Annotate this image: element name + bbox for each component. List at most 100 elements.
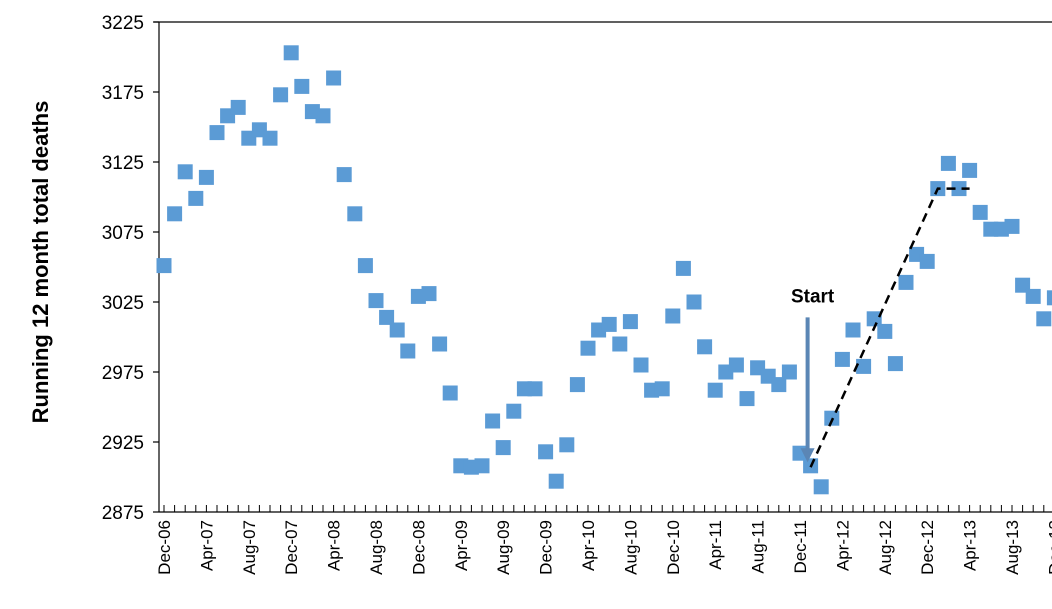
data-point: [601, 316, 617, 332]
x-tick-label: Apr-07: [197, 520, 216, 571]
x-axis-ticks: Dec-06 Apr-07 Aug-07 Dec-07 Apr-08 Aug-08 Dec-…: [155, 505, 1052, 575]
y-tick-label: 2975: [102, 363, 144, 384]
y-axis-ticks: 2875 2925 2975 3025 3075 3125 3175 3225: [102, 13, 159, 524]
data-point: [198, 169, 214, 185]
data-point: [781, 364, 797, 380]
data-point: [654, 381, 670, 397]
data-point: [156, 258, 172, 274]
data-point: [919, 253, 935, 269]
x-tick-label: Aug-12: [876, 520, 895, 575]
data-point: [686, 294, 702, 310]
data-point: [1025, 288, 1041, 304]
x-tick-label: Apr-12: [833, 520, 852, 571]
data-point: [273, 87, 289, 103]
x-tick-label: Aug-10: [621, 520, 640, 575]
annotations: Start: [791, 187, 970, 468]
data-point: [898, 274, 914, 290]
data-point: [845, 322, 861, 338]
data-point: [813, 479, 829, 495]
data-point: [728, 357, 744, 373]
y-tick-label: 3075: [102, 223, 144, 244]
data-point: [856, 358, 872, 374]
data-point: [887, 356, 903, 372]
data-point: [771, 377, 787, 393]
data-point: [559, 437, 575, 453]
data-point: [315, 108, 331, 124]
data-point: [962, 162, 978, 178]
axes: [154, 21, 1052, 513]
data-point: [474, 458, 490, 474]
data-point: [495, 440, 511, 456]
data-point: [739, 391, 755, 407]
data-point: [485, 413, 501, 429]
data-point: [1036, 311, 1052, 327]
x-tick-label: Aug-07: [240, 520, 259, 575]
start-arrow-head: [800, 448, 815, 463]
data-point: [527, 381, 543, 397]
data-point: [379, 309, 395, 325]
data-point: [262, 130, 278, 146]
data-point: [336, 167, 352, 183]
x-tick-label: Dec-06: [155, 520, 174, 575]
x-tick-label: Dec-08: [409, 520, 428, 575]
x-tick-label: Apr-11: [706, 520, 725, 570]
data-point: [548, 473, 564, 489]
y-tick-label: 3225: [102, 13, 144, 34]
data-point: [432, 336, 448, 352]
data-points: [156, 45, 1052, 495]
data-point: [177, 164, 193, 180]
data-point: [347, 206, 363, 222]
data-point: [188, 190, 204, 206]
x-tick-label: Dec-13: [1045, 520, 1052, 575]
x-tick-label: Aug-13: [1003, 520, 1022, 575]
data-point: [368, 293, 384, 309]
x-tick-label: Aug-08: [367, 520, 386, 575]
data-point: [294, 78, 310, 94]
x-tick-label: Dec-07: [282, 520, 301, 575]
x-tick-label: Apr-09: [452, 520, 471, 571]
data-point: [877, 323, 893, 339]
data-point: [866, 311, 882, 327]
data-point: [612, 336, 628, 352]
start-annotation-label: Start: [791, 286, 835, 307]
x-tick-label: Dec-10: [664, 520, 683, 575]
data-point: [940, 155, 956, 171]
x-tick-label: Apr-10: [579, 520, 598, 571]
data-point: [506, 403, 522, 419]
data-point: [580, 340, 596, 356]
data-point: [421, 286, 437, 302]
data-point: [1004, 218, 1020, 234]
data-point: [326, 70, 342, 86]
y-tick-label: 3025: [102, 293, 144, 314]
data-point: [697, 339, 713, 355]
x-tick-label: Dec-12: [918, 520, 937, 575]
data-point: [972, 204, 988, 220]
data-point: [569, 377, 585, 393]
data-point: [951, 181, 967, 197]
data-point: [230, 99, 246, 115]
x-tick-label: Aug-11: [749, 520, 768, 574]
data-point: [442, 385, 458, 401]
data-point: [665, 308, 681, 324]
y-axis-label: Running 12 month total deaths: [28, 101, 53, 424]
trend-line: [809, 187, 970, 468]
x-tick-label: Dec-11: [791, 520, 810, 574]
data-point: [675, 260, 691, 276]
data-point: [538, 444, 554, 460]
y-tick-label: 2925: [102, 433, 144, 454]
y-tick-label: 2875: [102, 503, 144, 524]
data-point: [834, 351, 850, 367]
x-tick-label: Aug-09: [494, 520, 513, 575]
data-point: [283, 45, 299, 61]
x-tick-label: Dec-09: [537, 520, 556, 575]
data-point: [633, 357, 649, 373]
y-tick-label: 3175: [102, 83, 144, 104]
x-tick-label: Apr-08: [325, 520, 344, 571]
data-point: [400, 343, 416, 359]
data-point: [1046, 290, 1052, 306]
data-point: [389, 322, 405, 338]
data-point: [357, 258, 373, 274]
data-point: [622, 314, 638, 330]
data-point: [167, 206, 183, 222]
